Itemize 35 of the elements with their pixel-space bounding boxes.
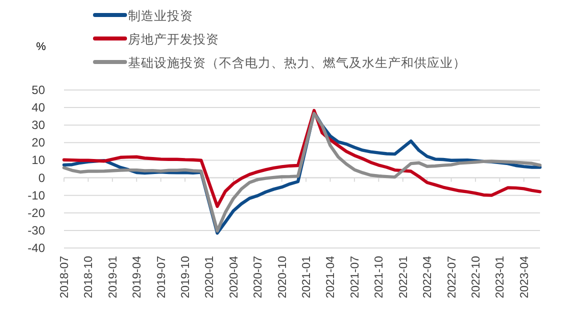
x-tick-label: 2021-10 <box>374 256 386 298</box>
y-tick-label: 20 <box>32 136 46 150</box>
x-tick-label: 2020-04 <box>228 255 240 298</box>
y-tick-label: 50 <box>32 83 46 97</box>
x-tick-label: 2022-10 <box>470 256 482 298</box>
x-tick-label: 2022-07 <box>446 256 458 298</box>
x-tick-label: 2018-10 <box>83 256 96 298</box>
x-tick-label: 2023-04 <box>518 255 531 298</box>
x-tick-label: 2018-07 <box>59 256 71 298</box>
x-tick-label: 2019-07 <box>156 256 168 298</box>
legend-label: 基础设施投资（不含电力、热力、燃气及水生产和供应业） <box>128 55 466 70</box>
y-tick-label: 40 <box>32 100 46 115</box>
x-tick-label: 2021-07 <box>349 256 362 298</box>
x-tick-label: 2023-01 <box>494 256 507 298</box>
x-tick-label: 2019-10 <box>180 256 192 298</box>
x-tick-label: 2020-01 <box>204 256 216 298</box>
y-axis-title: % <box>36 41 46 53</box>
x-tick-label: 2022-01 <box>398 256 410 298</box>
x-tick-label: 2019-04 <box>132 255 144 298</box>
y-tick-label: -20 <box>28 206 46 220</box>
legend-label: 制造业投资 <box>128 9 193 23</box>
x-tick-label: 2020-10 <box>276 256 289 298</box>
y-tick-label: 10 <box>32 153 46 168</box>
x-tick-label: 2021-04 <box>325 255 338 298</box>
y-tick-label: 0 <box>38 170 46 185</box>
x-tick-label: 2020-07 <box>252 256 265 298</box>
y-tick-label: -40 <box>28 241 46 255</box>
line-series <box>62 108 542 208</box>
x-tick-label: 2021-01 <box>301 256 314 298</box>
legend-label: 房地产开发投资 <box>128 32 219 46</box>
y-tick-label: -30 <box>28 223 46 238</box>
x-tick-label: 2019-01 <box>107 256 120 298</box>
y-tick-label: 30 <box>32 118 46 132</box>
y-tick-label: -10 <box>28 188 46 202</box>
x-tick-label: 2022-04 <box>422 255 434 298</box>
